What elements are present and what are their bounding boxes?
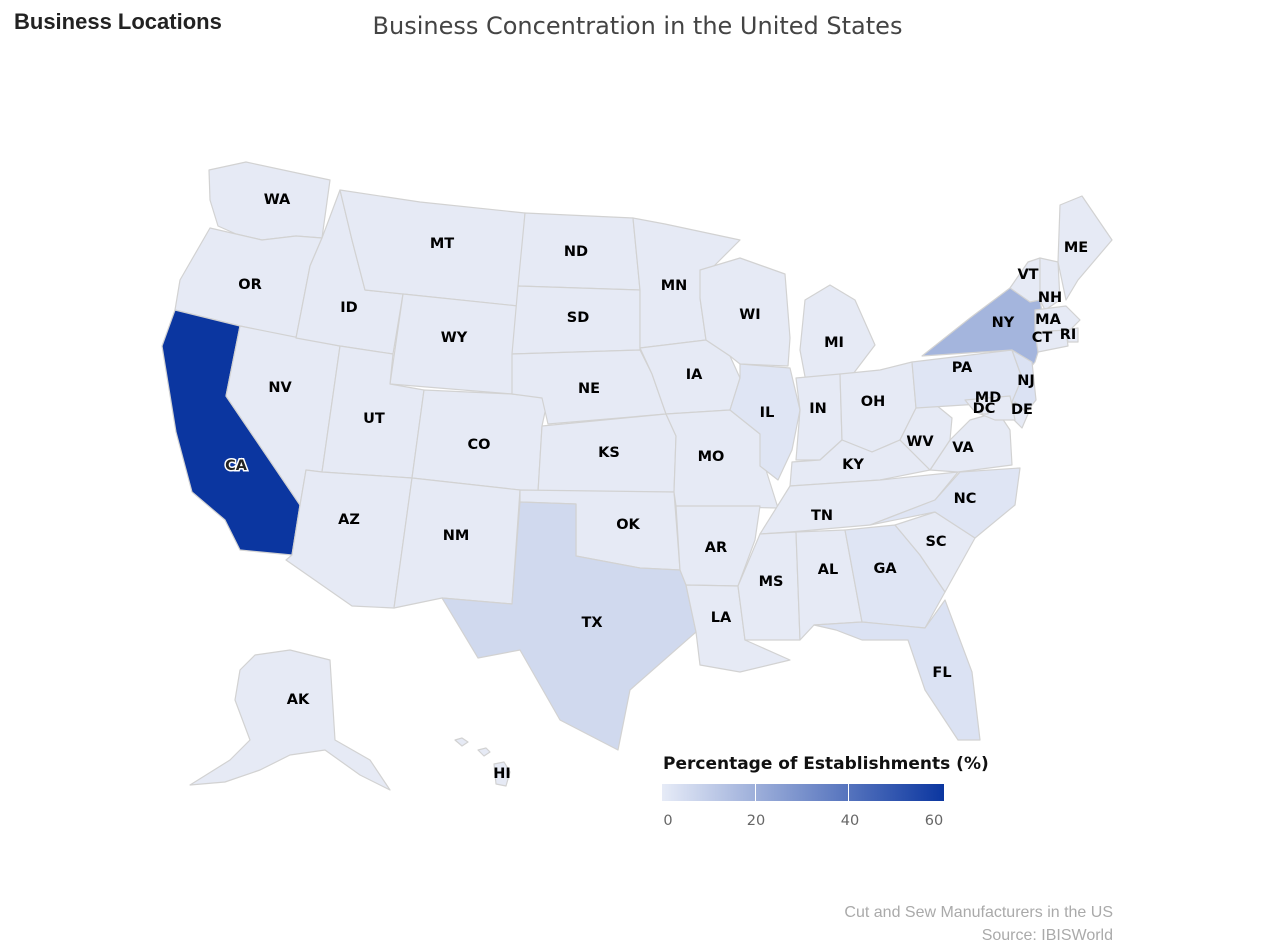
state-wi[interactable] bbox=[699, 257, 791, 367]
credit-industry: Cut and Sew Manufacturers in the US bbox=[844, 904, 1113, 921]
state-label-ok: OK bbox=[616, 517, 640, 533]
state-label-al: AL bbox=[818, 562, 838, 578]
state-label-nj: NJ bbox=[1017, 373, 1035, 389]
state-label-wi: WI bbox=[739, 307, 760, 323]
state-label-co: CO bbox=[468, 437, 491, 453]
state-me[interactable] bbox=[1057, 195, 1113, 301]
labels-layer: WA OR CA NV ID MT WY UT AZ CO NM ND SD NE KS OK TX MN IA MO… bbox=[224, 192, 1089, 782]
state-label-me: ME bbox=[1064, 240, 1088, 256]
state-va[interactable] bbox=[929, 411, 1013, 473]
state-label-oh: OH bbox=[861, 394, 885, 410]
state-label-ks: KS bbox=[598, 445, 620, 461]
state-label-de: DE bbox=[1011, 402, 1033, 418]
state-label-ak: AK bbox=[287, 692, 310, 708]
state-fl[interactable] bbox=[813, 599, 981, 741]
state-dc[interactable] bbox=[981, 407, 989, 415]
state-label-ri: RI bbox=[1060, 327, 1077, 343]
state-label-dc: DC bbox=[973, 401, 996, 417]
state-label-sd: SD bbox=[567, 310, 589, 326]
state-label-fl: FL bbox=[932, 665, 951, 681]
state-label-ia: IA bbox=[686, 367, 703, 383]
state-label-sc: SC bbox=[925, 534, 946, 550]
state-label-wv: WV bbox=[906, 434, 934, 450]
state-hi[interactable] bbox=[454, 737, 511, 787]
state-ak[interactable] bbox=[189, 649, 391, 791]
state-label-wa: WA bbox=[264, 192, 291, 208]
state-label-il: IL bbox=[760, 405, 775, 421]
state-label-ny: NY bbox=[992, 315, 1015, 331]
state-ct[interactable] bbox=[1034, 329, 1069, 353]
state-label-ut: UT bbox=[363, 411, 385, 427]
state-label-nc: NC bbox=[954, 491, 977, 507]
state-label-ms: MS bbox=[759, 574, 784, 590]
state-label-nm: NM bbox=[443, 528, 470, 544]
credit-source: Source: IBISWorld bbox=[981, 927, 1113, 944]
legend-divider bbox=[755, 784, 756, 801]
state-label-md: MD bbox=[975, 390, 1001, 406]
state-label-la: LA bbox=[711, 610, 732, 626]
state-az[interactable] bbox=[285, 469, 413, 609]
state-label-ca: CA bbox=[225, 458, 248, 474]
state-label-mo: MO bbox=[698, 449, 725, 465]
state-label-id: ID bbox=[340, 300, 357, 316]
section-title: Business Locations bbox=[14, 9, 222, 34]
state-label-or: OR bbox=[238, 277, 262, 293]
state-label-tn: TN bbox=[811, 508, 833, 524]
state-md[interactable] bbox=[964, 395, 1016, 421]
state-label-mi: MI bbox=[824, 335, 844, 351]
state-label-ar: AR bbox=[705, 540, 727, 556]
state-label-ky: KY bbox=[842, 457, 864, 473]
state-label-pa: PA bbox=[952, 360, 973, 376]
state-label-nh: NH bbox=[1038, 290, 1062, 306]
legend-tick: 40 bbox=[840, 813, 860, 829]
state-label-az: AZ bbox=[338, 512, 360, 528]
legend-color-scale bbox=[662, 784, 944, 801]
state-label-nv: NV bbox=[268, 380, 292, 396]
state-label-nd: ND bbox=[564, 244, 588, 260]
state-label-ne: NE bbox=[578, 381, 600, 397]
legend-divider bbox=[848, 784, 849, 801]
state-ne[interactable] bbox=[511, 349, 667, 425]
states-layer bbox=[161, 161, 1113, 791]
state-label-mn: MN bbox=[661, 278, 688, 294]
state-mi[interactable] bbox=[799, 284, 876, 383]
state-label-vt: VT bbox=[1017, 267, 1038, 283]
chart-title: Business Concentration in the United Sta… bbox=[372, 12, 903, 40]
state-label-ga: GA bbox=[873, 561, 897, 577]
state-label-tx: TX bbox=[581, 615, 602, 631]
state-label-mt: MT bbox=[430, 236, 454, 252]
state-label-wy: WY bbox=[441, 330, 468, 346]
legend-tick: 20 bbox=[746, 813, 766, 829]
state-nc[interactable] bbox=[869, 467, 1021, 539]
legend-tick: 60 bbox=[924, 813, 944, 829]
legend-title: Percentage of Establishments (%) bbox=[663, 754, 989, 774]
state-label-in: IN bbox=[809, 401, 827, 417]
state-il[interactable] bbox=[729, 363, 801, 481]
state-ma[interactable] bbox=[1034, 305, 1081, 333]
state-sc[interactable] bbox=[894, 511, 976, 593]
state-nh[interactable] bbox=[1039, 257, 1061, 311]
legend-tick: 0 bbox=[663, 813, 673, 829]
state-label-hi: HI bbox=[493, 766, 511, 782]
state-tx[interactable] bbox=[441, 501, 697, 751]
state-label-va: VA bbox=[952, 440, 974, 456]
state-label-ct: CT bbox=[1032, 330, 1053, 346]
state-label-ma: MA bbox=[1035, 312, 1061, 328]
